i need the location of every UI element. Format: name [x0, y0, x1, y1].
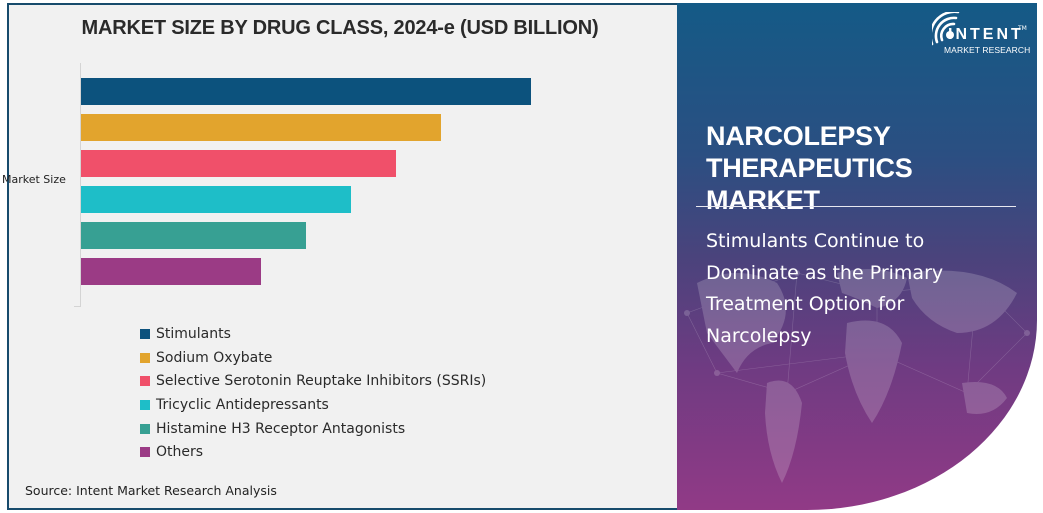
chart-legend: Stimulants Sodium Oxybate Selective Seroto… — [140, 322, 486, 464]
bar-selective-serotonin-reuptake-inhibitors-ssris — [81, 150, 396, 177]
title-divider — [696, 206, 1016, 207]
market-title: NARCOLEPSY THERAPEUTICS MARKET — [706, 121, 913, 215]
legend-label: Selective Serotonin Reuptake Inhibitors … — [156, 373, 487, 390]
legend-label: Tricyclic Antidepressants — [156, 396, 329, 413]
y-axis-line — [80, 63, 81, 307]
source-note: Source: Intent Market Research Analysis — [25, 483, 277, 498]
logo-subtitle: MARKET RESEARCH — [944, 45, 1031, 55]
bar-histamine-h3-receptor-antagonists — [81, 222, 306, 249]
info-panel — [677, 3, 1037, 510]
world-map-network-decoration — [684, 269, 1030, 483]
legend-item: Histamine H3 Receptor Antagonists — [140, 417, 486, 441]
signal-wave-icon — [932, 12, 960, 46]
bar-others — [81, 258, 261, 285]
legend-swatch-icon — [140, 328, 150, 339]
legend-swatch-icon — [140, 423, 150, 434]
legend-swatch-icon — [140, 352, 150, 363]
legend-swatch-icon — [140, 399, 150, 410]
y-axis-label: Market Size — [2, 173, 66, 186]
legend-swatch-icon — [140, 447, 150, 458]
bar-tricyclic-antidepressants — [81, 186, 351, 213]
legend-label: Histamine H3 Receptor Antagonists — [156, 420, 406, 437]
legend-item: Tricyclic Antidepressants — [140, 393, 486, 417]
logo-wordmark: INTENT — [948, 26, 1024, 43]
headline: Stimulants Continue to Dominate as the P… — [706, 230, 944, 347]
logo-trademark: TM — [1018, 25, 1027, 32]
legend-item: Stimulants — [140, 322, 486, 346]
legend-label: Others — [156, 444, 204, 461]
legend-item: Selective Serotonin Reuptake Inhibitors … — [140, 369, 486, 393]
legend-item: Sodium Oxybate — [140, 346, 486, 370]
legend-label: Stimulants — [156, 325, 231, 342]
bar-sodium-oxybate — [81, 114, 441, 141]
legend-label: Sodium Oxybate — [156, 349, 273, 366]
legend-swatch-icon — [140, 376, 150, 387]
bar-stimulants — [81, 78, 531, 105]
legend-item: Others — [140, 440, 486, 464]
chart-title: MARKET SIZE BY DRUG CLASS, 2024-e (USD B… — [81, 17, 599, 39]
y-axis-tick — [74, 306, 81, 307]
